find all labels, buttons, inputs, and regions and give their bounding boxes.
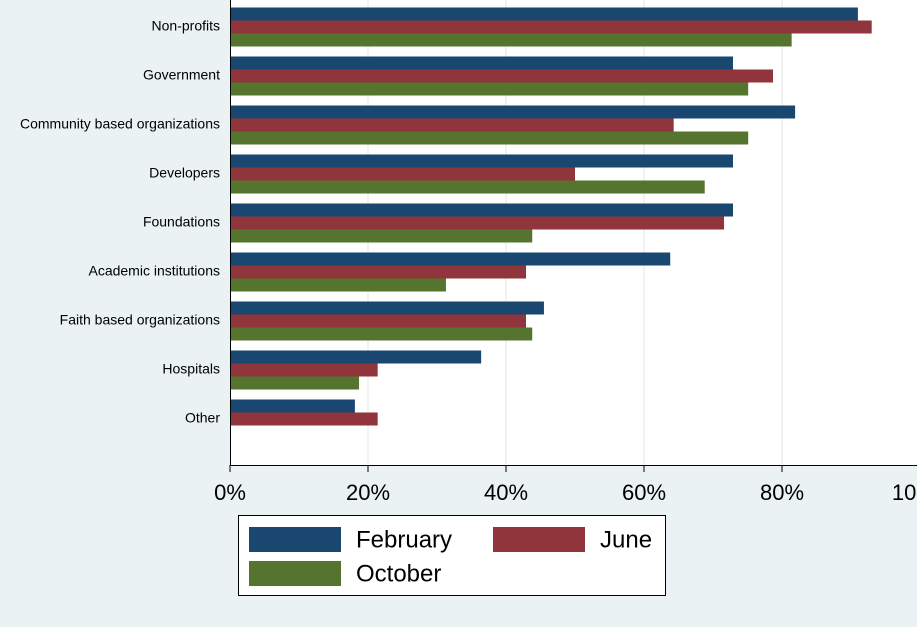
bar xyxy=(230,56,734,70)
x-tick-label: 0% xyxy=(214,480,246,505)
y-tick-label: Foundations xyxy=(143,214,220,230)
y-tick-label: Developers xyxy=(149,165,220,181)
bar xyxy=(230,350,482,364)
bar xyxy=(230,131,749,145)
y-tick-label: Community based organizations xyxy=(20,116,220,132)
x-tick-label: 40% xyxy=(484,480,528,505)
legend-label: October xyxy=(356,560,441,587)
bar xyxy=(230,301,544,315)
bar xyxy=(230,20,872,34)
bar xyxy=(230,412,378,426)
bar xyxy=(230,216,725,230)
y-tick-label: Non-profits xyxy=(152,18,220,34)
bar xyxy=(230,327,533,341)
bar xyxy=(230,252,671,266)
legend-swatch xyxy=(249,527,341,552)
x-tick-label: 20% xyxy=(346,480,390,505)
bar xyxy=(230,82,749,96)
y-tick-label: Hospitals xyxy=(162,361,220,377)
bar xyxy=(230,363,378,377)
legend-swatch xyxy=(249,561,341,586)
y-tick-label: Government xyxy=(143,67,220,83)
y-tick-label: Academic institutions xyxy=(88,263,220,279)
bar xyxy=(230,203,734,217)
legend-label: June xyxy=(600,526,652,553)
bar xyxy=(230,265,527,279)
bar xyxy=(230,180,705,194)
x-tick-label: 80% xyxy=(760,480,804,505)
bar xyxy=(230,229,533,243)
bar xyxy=(230,399,355,413)
bar xyxy=(230,33,792,47)
x-tick-label: 60% xyxy=(622,480,666,505)
bar xyxy=(230,105,796,119)
legend-swatch xyxy=(493,527,585,552)
bar xyxy=(230,314,527,328)
y-tick-label: Faith based organizations xyxy=(60,312,220,328)
bar xyxy=(230,376,360,390)
bar xyxy=(230,118,674,132)
bar xyxy=(230,7,858,21)
bar xyxy=(230,167,575,181)
bar xyxy=(230,278,446,292)
legend-label: February xyxy=(356,526,452,553)
bar xyxy=(230,69,774,83)
bar xyxy=(230,154,734,168)
y-tick-label: Other xyxy=(185,410,220,426)
x-tick-label: 100% xyxy=(892,480,917,505)
